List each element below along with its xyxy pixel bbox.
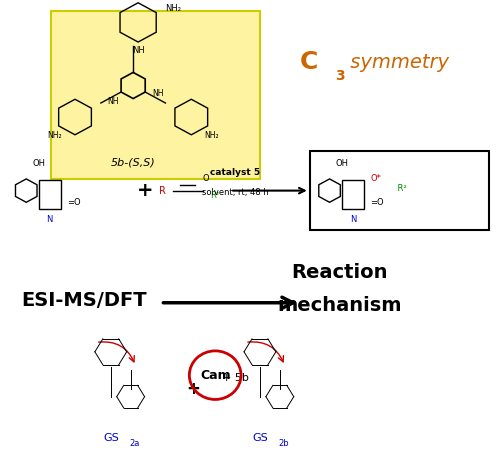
Text: GS: GS (103, 433, 118, 443)
FancyBboxPatch shape (310, 151, 488, 230)
Text: GS: GS (252, 433, 268, 443)
Text: OH: OH (336, 159, 348, 168)
Text: NH: NH (132, 46, 144, 55)
Text: R: R (158, 186, 166, 196)
Text: R²: R² (210, 191, 220, 200)
Text: solvent, rt, 48 h: solvent, rt, 48 h (202, 188, 268, 197)
Text: =O: =O (370, 198, 384, 207)
Text: Cam: Cam (200, 368, 230, 382)
Text: 5b-(S,S): 5b-(S,S) (111, 157, 156, 167)
Text: N: N (350, 215, 356, 224)
Text: NH₂: NH₂ (166, 4, 182, 13)
Text: + 5b: + 5b (222, 373, 248, 383)
Text: NH₂: NH₂ (47, 131, 62, 140)
Text: =O: =O (67, 198, 80, 207)
Text: symmetry: symmetry (344, 53, 450, 71)
Text: OH: OH (32, 159, 45, 168)
Text: N: N (46, 215, 53, 224)
Text: ESI-MS/DFT: ESI-MS/DFT (22, 291, 147, 310)
Text: NH₂: NH₂ (204, 131, 220, 140)
Text: 2b: 2b (279, 439, 289, 447)
Text: O*: O* (370, 174, 381, 183)
Text: mechanism: mechanism (278, 296, 402, 314)
Text: NH: NH (108, 97, 119, 106)
Text: 3: 3 (336, 69, 345, 83)
Text: +: + (186, 380, 200, 398)
Text: C: C (300, 50, 318, 74)
Text: O: O (203, 174, 209, 183)
Text: +: + (138, 181, 154, 200)
Text: Reaction: Reaction (292, 263, 388, 282)
FancyBboxPatch shape (51, 11, 260, 179)
Text: R²: R² (386, 184, 406, 193)
Text: NH: NH (152, 89, 164, 98)
Text: 2a: 2a (130, 439, 140, 447)
Text: catalyst 5: catalyst 5 (210, 168, 260, 177)
